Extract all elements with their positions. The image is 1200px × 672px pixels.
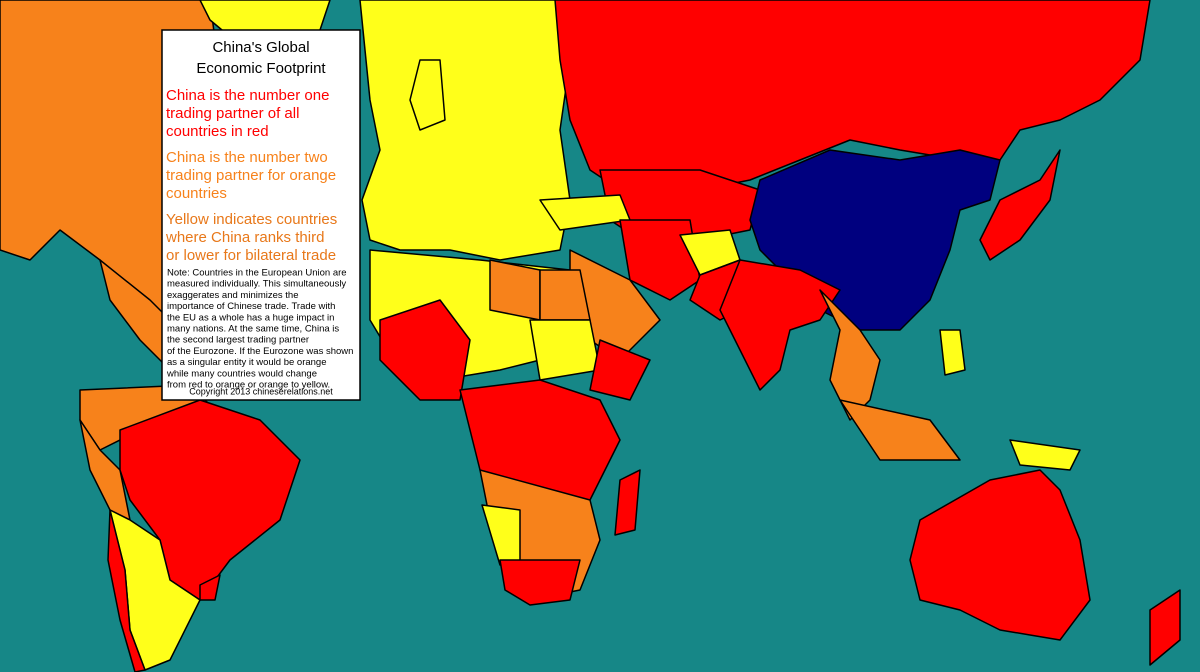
west-africa <box>379 299 471 401</box>
note-line: many nations. At the same time, China is <box>167 324 339 335</box>
legend: China's Global Economic Footprint China is… <box>165 39 353 396</box>
note-line: measured individually. This simultaneous… <box>167 279 346 290</box>
russia <box>554 0 1151 201</box>
note-line: as a singular entity it would be orange <box>167 357 327 368</box>
note-line: importance of Chinese trade. Trade with <box>167 301 335 312</box>
note-line: while many countries would change <box>166 368 317 379</box>
legend-title: China's Global <box>212 39 309 56</box>
iran <box>619 219 701 301</box>
legend-entry: China is the number one <box>166 87 329 104</box>
japan <box>979 149 1061 261</box>
indonesia <box>839 399 961 461</box>
legend-entry: China is the number two <box>166 149 328 166</box>
legend-box <box>161 29 361 401</box>
papua <box>1009 439 1081 471</box>
madagascar <box>614 469 641 536</box>
legend-entry: countries in red <box>166 123 269 140</box>
note-line: exaggerates and minimizes the <box>167 290 299 301</box>
britain <box>409 59 446 131</box>
note-line: from red to orange or orange to yellow. <box>167 380 330 391</box>
australia <box>909 469 1091 641</box>
europe <box>359 0 571 261</box>
legend-entry: or lower for bilateral trade <box>166 247 336 264</box>
south-africa <box>499 559 581 606</box>
new-zealand <box>1149 589 1181 666</box>
note-line: Note: Countries in the European Union ar… <box>167 268 347 279</box>
india <box>719 259 841 391</box>
copyright: Copyright 2013 chineserelations.net <box>189 386 333 396</box>
sudan <box>529 319 601 381</box>
legend-entry: countries <box>166 185 227 202</box>
legend-entry: Yellow indicates countries <box>166 211 337 228</box>
note-line: the EU as a whole has a huge impact in <box>167 312 334 323</box>
ethiopia <box>589 339 651 401</box>
legend-entry: trading partner of all <box>166 105 299 122</box>
legend-entry: trading partner for orange <box>166 167 336 184</box>
chile <box>107 509 146 672</box>
note-line: the second largest trading partner <box>167 335 309 346</box>
note-line: of the Eurozone. If the Eurozone was sho… <box>167 346 353 357</box>
philippines <box>939 329 966 376</box>
libya <box>489 259 541 321</box>
legend-title: Economic Footprint <box>196 60 326 77</box>
legend-entry: where China ranks third <box>165 229 324 246</box>
uruguay <box>199 574 221 601</box>
